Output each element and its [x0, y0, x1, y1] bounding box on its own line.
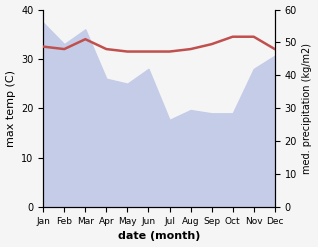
Y-axis label: med. precipitation (kg/m2): med. precipitation (kg/m2) [302, 43, 313, 174]
Y-axis label: max temp (C): max temp (C) [5, 70, 16, 147]
X-axis label: date (month): date (month) [118, 231, 200, 242]
